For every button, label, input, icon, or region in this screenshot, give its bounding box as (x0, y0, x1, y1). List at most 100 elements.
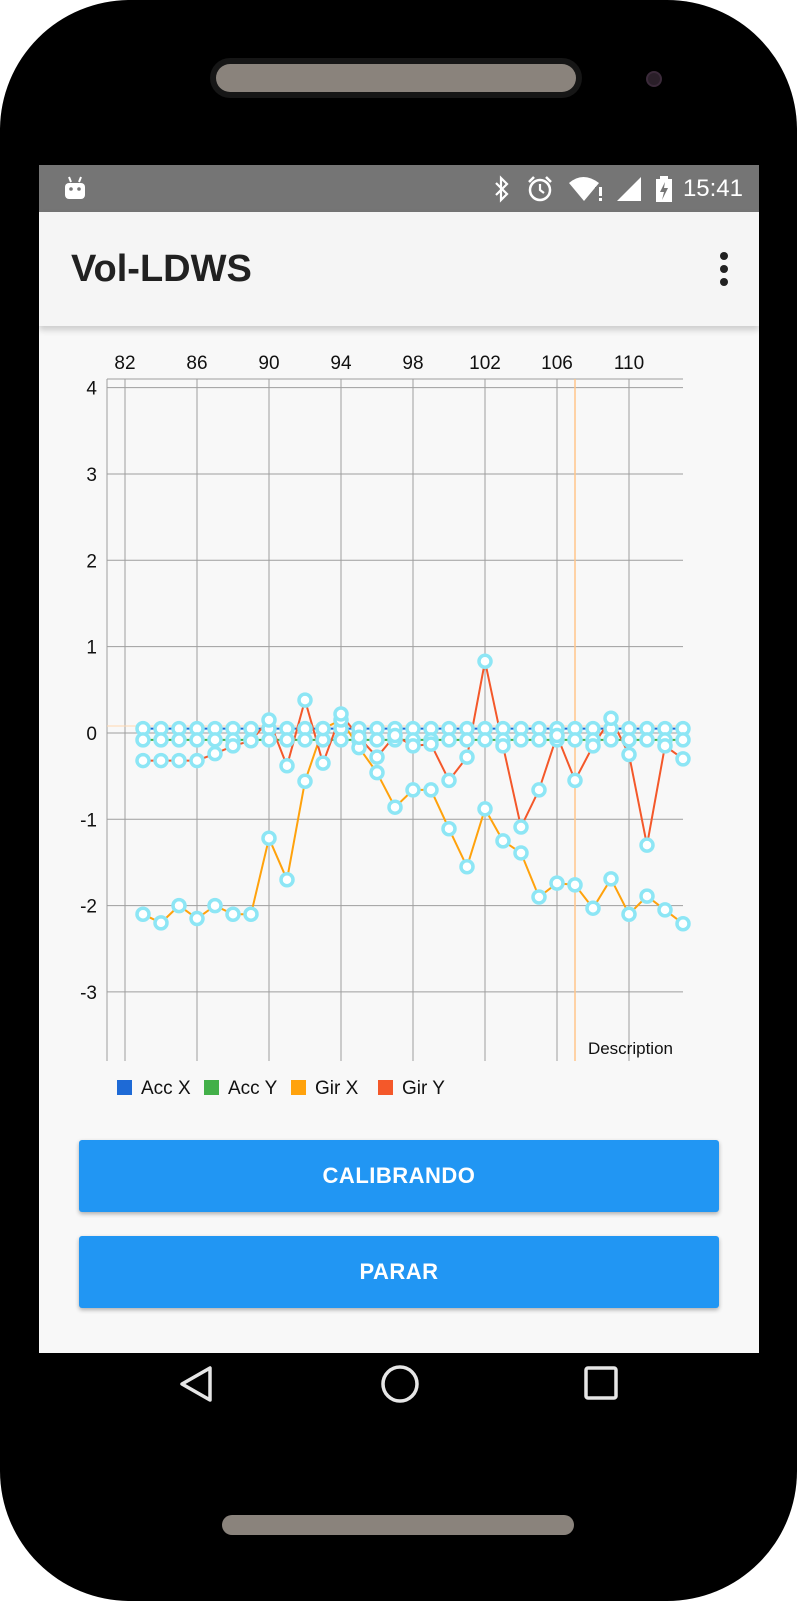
data-point (423, 736, 439, 752)
data-point (297, 773, 313, 790)
back-icon[interactable] (180, 1366, 212, 1402)
front-camera (646, 71, 662, 87)
legend-swatch (291, 1080, 306, 1095)
app-bar: Vol-LDWS (39, 212, 759, 326)
legend-label: Acc Y (228, 1078, 278, 1099)
y-tick-label: -2 (80, 897, 97, 918)
y-tick-label: 4 (86, 379, 97, 400)
chart-description: Description (588, 1039, 673, 1058)
data-point (207, 897, 223, 914)
data-point (153, 915, 169, 931)
data-point (135, 906, 151, 922)
data-point (153, 732, 169, 748)
chart-area[interactable]: 4 3 2 1 0 -1 -2 -3 82 86 90 94 98 102 106 110 Descriptio… (39, 353, 759, 1293)
x-tick-label: 90 (258, 353, 279, 374)
data-point (531, 782, 547, 798)
status-time: 15:41 (682, 175, 743, 202)
data-point (513, 845, 529, 861)
recents-icon[interactable] (584, 1366, 618, 1400)
data-point (477, 801, 493, 817)
legend-swatch (378, 1080, 393, 1095)
wifi-alert-icon (569, 177, 602, 201)
data-point (369, 732, 385, 748)
data-point (171, 752, 187, 769)
data-point (297, 692, 313, 708)
screen: 15:41 Vol-LDWS 4 3 2 1 0 -1 -2 -3 82 86 90 94 98 102 1… (39, 165, 759, 1353)
legend-label: Gir Y (402, 1078, 445, 1099)
data-point (621, 906, 637, 922)
data-point (225, 906, 241, 922)
x-tick-label: 102 (469, 353, 501, 374)
status-bar: 15:41 (39, 165, 759, 212)
data-point (171, 897, 187, 914)
data-point (621, 732, 637, 748)
data-point (351, 729, 367, 746)
data-point (495, 833, 511, 849)
data-point (675, 732, 691, 748)
data-point (315, 755, 331, 771)
data-point (243, 906, 259, 922)
data-point (405, 738, 421, 754)
data-point (369, 764, 385, 781)
data-point (441, 732, 457, 748)
data-point (477, 732, 493, 748)
data-point (189, 910, 205, 927)
data-point (657, 738, 673, 754)
data-point (603, 732, 619, 748)
legend-label: Gir X (315, 1078, 359, 1099)
data-point (477, 653, 493, 670)
data-point (495, 738, 511, 754)
alarm-icon (528, 176, 552, 202)
data-point (297, 732, 313, 748)
data-point (333, 732, 349, 748)
data-point (189, 732, 205, 748)
line-chart[interactable]: 4 3 2 1 0 -1 -2 -3 82 86 90 94 98 102 106 110 Descriptio… (39, 353, 759, 1293)
overflow-menu-icon[interactable] (719, 252, 729, 288)
legend-swatch (117, 1080, 132, 1095)
data-point (207, 732, 223, 748)
home-icon[interactable] (381, 1365, 419, 1403)
data-point (441, 821, 457, 837)
battery-charging-icon (656, 176, 672, 202)
data-point (279, 758, 295, 774)
data-point (459, 732, 475, 748)
data-point (549, 875, 565, 891)
calibrate-button[interactable]: CALIBRANDO (79, 1140, 719, 1212)
data-point (603, 871, 619, 887)
legend-label: Acc X (141, 1078, 191, 1099)
data-point (369, 749, 385, 765)
y-tick-label: 0 (86, 724, 97, 745)
earpiece-speaker (216, 64, 576, 92)
android-debug-icon (65, 176, 85, 199)
x-tick-label: 106 (541, 353, 573, 374)
data-point (513, 732, 529, 748)
x-tick-label: 94 (330, 353, 352, 374)
data-point (459, 859, 475, 875)
data-point (261, 712, 277, 728)
data-point (531, 732, 547, 748)
data-point (639, 888, 655, 904)
data-point (135, 732, 151, 748)
data-point (279, 732, 295, 748)
data-point (423, 782, 439, 798)
data-point (171, 732, 187, 748)
x-tick-label: 98 (402, 353, 423, 374)
data-point (153, 752, 169, 769)
status-icons (491, 175, 673, 203)
data-point (261, 732, 277, 748)
data-point (675, 751, 691, 767)
y-tick-label: -1 (80, 810, 97, 831)
data-point (675, 915, 691, 932)
data-point (657, 902, 673, 918)
data-point (135, 752, 151, 769)
data-point (567, 877, 583, 893)
y-tick-label: 1 (86, 638, 97, 659)
data-point (441, 772, 457, 789)
data-point (279, 871, 295, 888)
x-tick-label: 82 (114, 353, 135, 374)
data-point (387, 799, 403, 815)
data-point (261, 830, 277, 847)
y-tick-label: 3 (86, 465, 97, 486)
stop-button[interactable]: PARAR (79, 1236, 719, 1308)
